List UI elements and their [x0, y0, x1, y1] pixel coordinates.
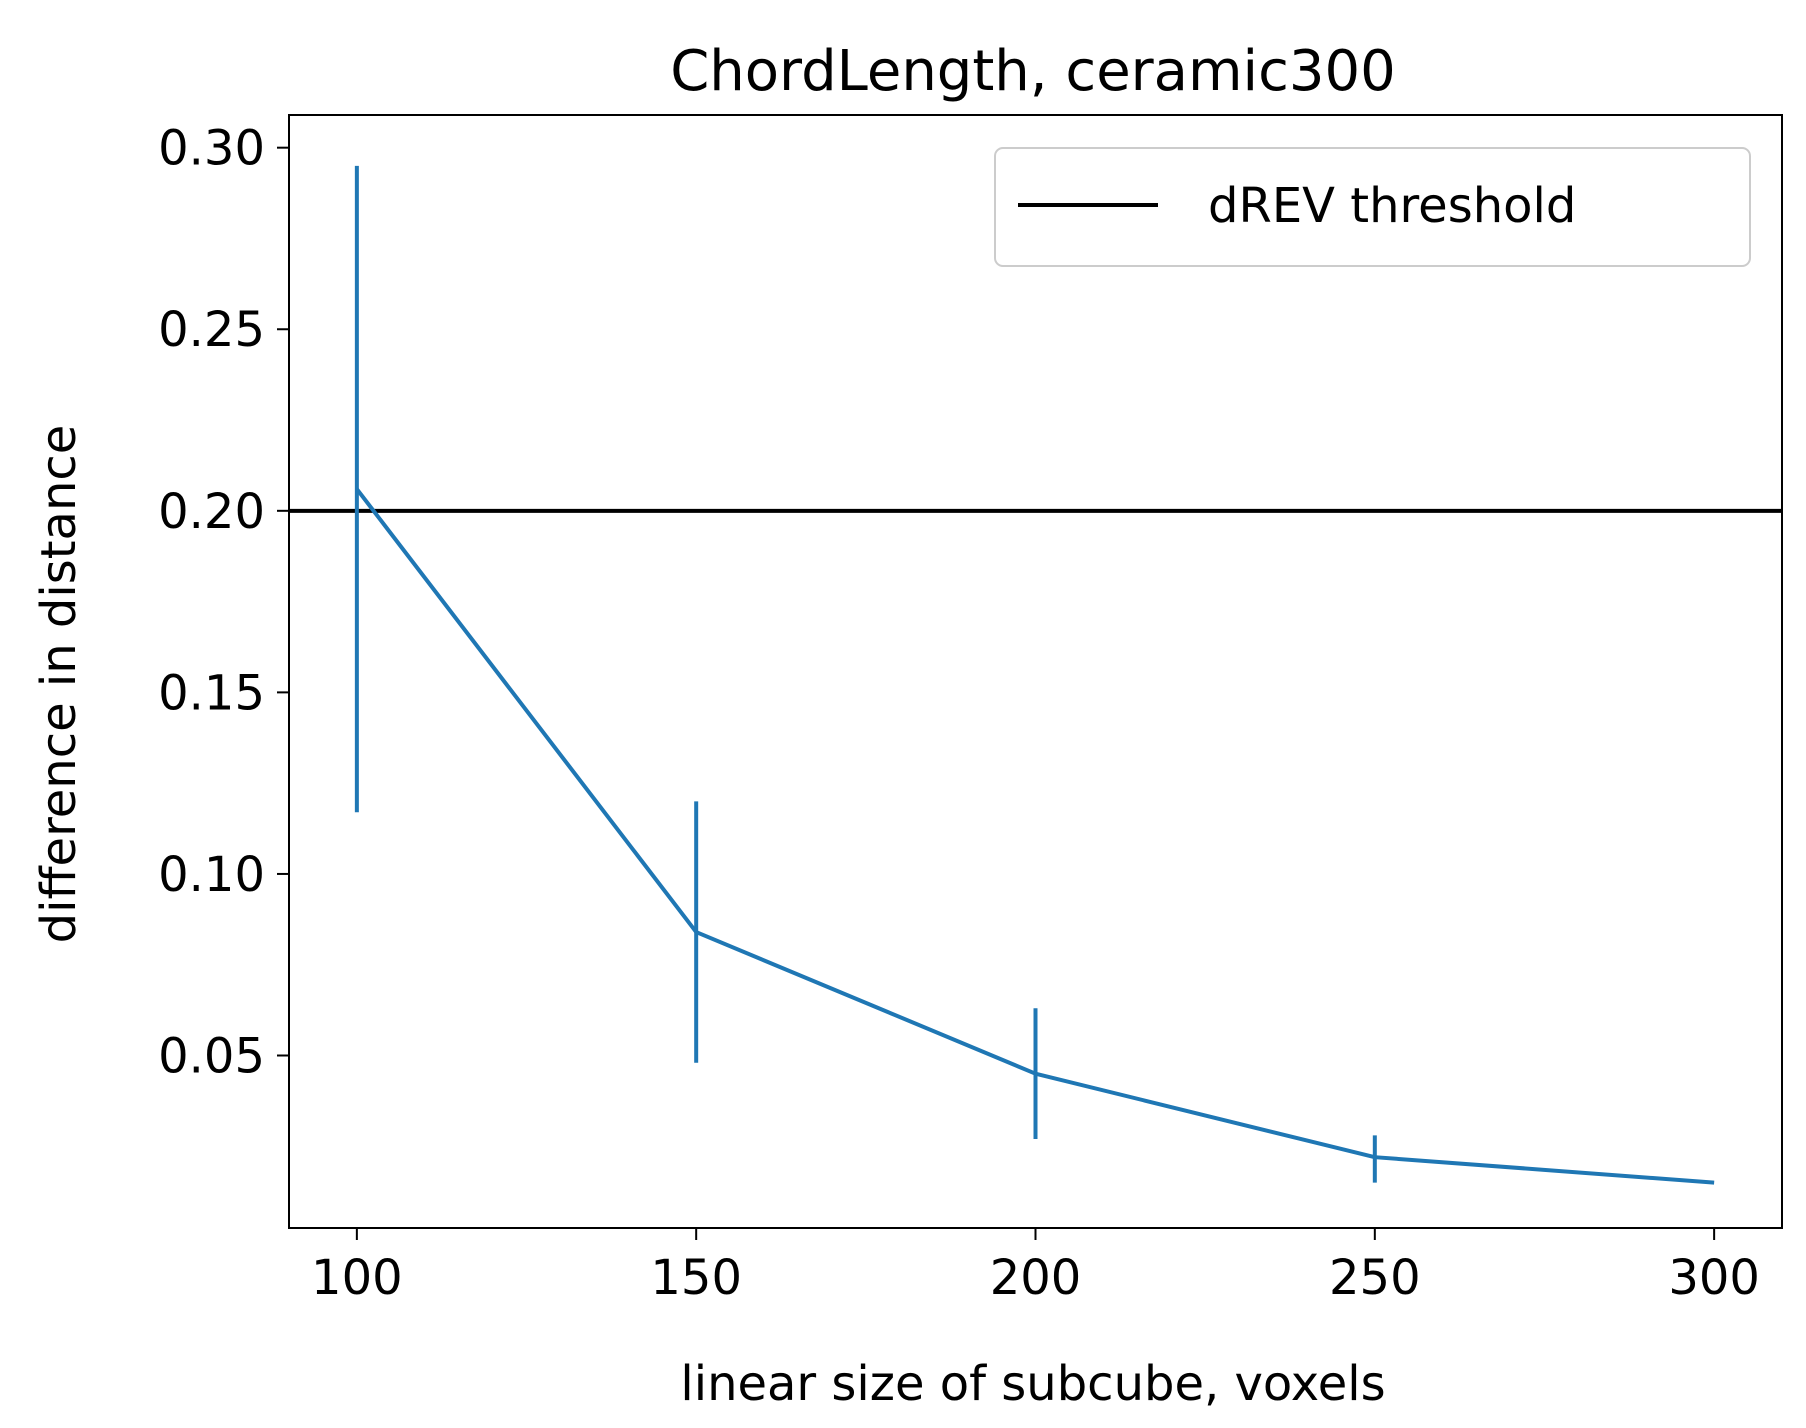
chart-title: ChordLength, ceramic300	[670, 39, 1396, 104]
y-tick-label: 0.20	[158, 484, 265, 540]
y-tick-label: 0.05	[158, 1029, 265, 1085]
y-tick-label: 0.15	[158, 665, 265, 721]
x-axis-label: linear size of subcube, voxels	[680, 1356, 1385, 1412]
x-tick-label: 250	[1329, 1250, 1421, 1306]
legend: dREV threshold	[994, 147, 1751, 267]
plot-area	[289, 165, 1782, 1185]
legend-frame	[994, 147, 1751, 267]
y-tick-label: 0.30	[158, 121, 265, 177]
x-tick-label: 200	[990, 1250, 1082, 1306]
legend-threshold-label: dREV threshold	[1208, 178, 1576, 234]
x-tick-label: 100	[311, 1250, 403, 1306]
y-tick-label: 0.25	[158, 302, 265, 358]
y-axis-label: difference in distance	[31, 425, 87, 944]
x-tick-label: 300	[1668, 1250, 1760, 1306]
x-tick-label: 150	[650, 1250, 742, 1306]
plot-layer	[289, 165, 1782, 1185]
axes-layer: 100 150 200 250 300 0.05 0.10 0.15 0.20 0.25 0.30	[158, 114, 1783, 1306]
y-tick-label: 0.10	[158, 847, 265, 903]
